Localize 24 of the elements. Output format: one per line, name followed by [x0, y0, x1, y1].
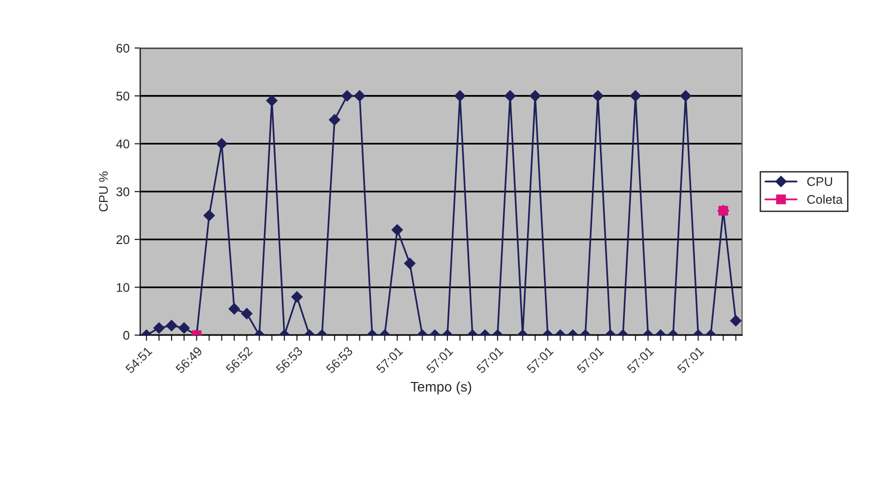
point	[266, 95, 278, 106]
point	[216, 138, 228, 150]
legend-label: Coleta	[807, 194, 843, 204]
point	[530, 90, 541, 102]
legend-label: CPU	[807, 177, 832, 186]
y-tick-label: 10	[116, 283, 130, 292]
point	[630, 90, 642, 102]
y-tick-label: 0	[123, 330, 130, 340]
point	[592, 90, 604, 102]
y-axis-title: CPU %	[99, 172, 108, 212]
point	[680, 90, 692, 102]
x-axis-title: Tempo (s)	[410, 381, 472, 394]
y-tick-label: 60	[116, 44, 130, 53]
point	[204, 210, 215, 222]
y-tick-label: 50	[116, 92, 130, 101]
y-tick-label: 20	[116, 235, 130, 244]
point	[504, 90, 516, 102]
point	[328, 114, 340, 126]
y-tick-label: 30	[116, 187, 130, 196]
point	[341, 90, 353, 102]
point	[454, 90, 466, 102]
y-tick-label: 40	[116, 140, 130, 148]
point	[392, 224, 403, 236]
point	[354, 90, 366, 102]
